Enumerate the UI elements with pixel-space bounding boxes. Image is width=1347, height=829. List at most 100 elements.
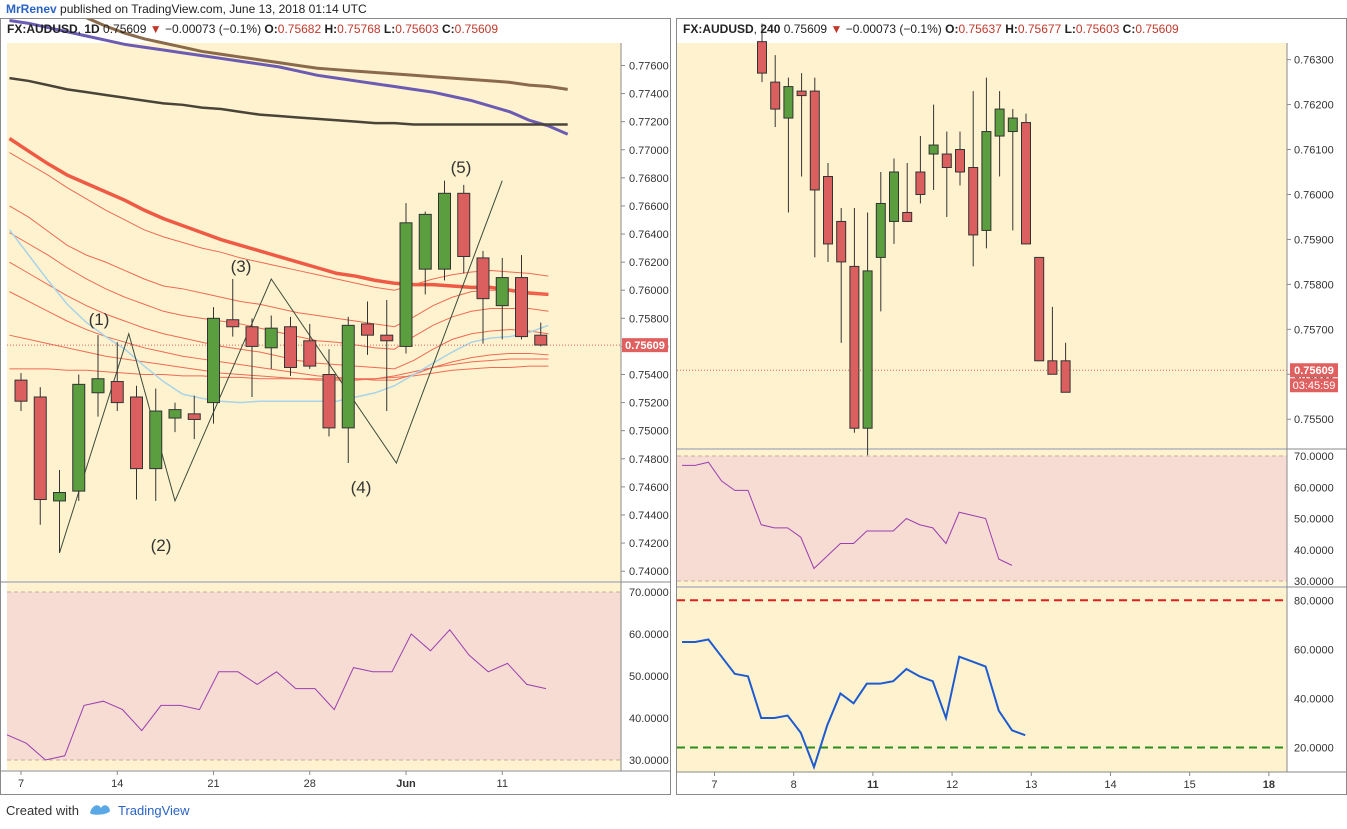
daily-candle <box>168 402 182 433</box>
h4-rsi-axis: 70.0000 60.0000 50.0000 40.0000 30.0000 <box>1294 451 1334 588</box>
h4-candle <box>902 163 913 222</box>
daily-candle-body <box>245 326 259 347</box>
daily-candle <box>226 278 240 337</box>
daily-ma-2 <box>9 76 568 126</box>
h4-time-tick-label: 13 <box>1025 779 1037 791</box>
h4-change: −0.00073 (−0.1%) <box>845 22 942 36</box>
h4-candle <box>783 77 794 213</box>
h4-candle-body <box>1007 117 1018 133</box>
h4-rsi-tick-label: 50.0000 <box>1294 514 1334 526</box>
h4-candle <box>1007 109 1018 231</box>
author-link[interactable]: MrRenev <box>6 2 57 16</box>
daily-candle <box>438 180 451 281</box>
daily-time-tick-label: 14 <box>111 778 123 790</box>
daily-ma-4 <box>9 152 549 291</box>
h4-candle <box>849 207 860 433</box>
daily-candle-body <box>476 257 490 300</box>
h4-candle <box>809 77 820 258</box>
daily-candle-body <box>226 319 240 328</box>
h4-candle-body <box>968 167 979 236</box>
wave-label-3: (3) <box>231 257 252 276</box>
daily-rsi-tick-label: 70.0000 <box>629 587 669 599</box>
publish-info: published on TradingView.com, June 13, 2… <box>60 2 367 16</box>
h4-rsi-tick-label: 60.0000 <box>1294 482 1334 494</box>
h4-last: 0.75609 <box>783 22 828 36</box>
h4-candle-body <box>1060 360 1071 393</box>
daily-chart-panel[interactable]: 0.77600 0.77400 0.77200 0.77000 0.76800 0.766… <box>0 18 671 795</box>
h4-candle-body <box>915 171 926 195</box>
h4-candle <box>1021 113 1031 245</box>
h4-time-tick-label: 7 <box>711 779 717 791</box>
h4-stoch-tick-label: 20.0000 <box>1294 742 1334 754</box>
h4-stoch-path <box>682 638 1026 771</box>
h4-candle-body <box>941 153 952 169</box>
daily-change: −0.00073 (−0.1%) <box>165 22 262 36</box>
h4-candle-body <box>902 211 913 222</box>
h4-candle-body <box>981 131 992 231</box>
h4-price-tick-label: 0.76100 <box>1294 145 1334 157</box>
daily-price-badge-text: 0.75609 <box>625 340 665 352</box>
daily-ma-6 <box>9 232 549 350</box>
daily-candle-body <box>207 317 220 404</box>
daily-ma-5 <box>9 205 549 328</box>
h4-candle <box>770 55 781 128</box>
tradingview-logo-icon[interactable] <box>88 801 112 820</box>
daily-chart-svg[interactable]: 0.77600 0.77400 0.77200 0.77000 0.76800 0.766… <box>1 19 670 794</box>
h4-candle <box>823 163 833 262</box>
daily-candle <box>187 395 201 440</box>
daily-price-axis: 0.77600 0.77400 0.77200 0.77000 0.76800 0.766… <box>621 60 669 578</box>
daily-candle <box>130 385 143 500</box>
daily-candle-body <box>303 340 317 367</box>
h4-candle <box>928 104 939 190</box>
daily-price-tick-label: 0.76400 <box>629 229 669 241</box>
daily-symbol-info: FX:AUDUSD, 1D 0.75609 ▼ −0.00073 (−0.1%)… <box>7 22 499 36</box>
daily-candle-body <box>72 383 86 492</box>
daily-price-tick-label: 0.77600 <box>629 60 669 72</box>
h4-price-pane <box>677 43 1287 448</box>
daily-price-tick-label: 0.77000 <box>629 145 669 157</box>
h4-candle-body <box>849 265 860 429</box>
h4-candle-body <box>836 220 847 263</box>
daily-candle <box>149 388 163 501</box>
daily-candle <box>245 318 259 397</box>
daily-symbol: FX:AUDUSD <box>7 22 78 36</box>
h4-price-tick-label: 0.75900 <box>1294 234 1334 246</box>
daily-candle-body <box>361 323 374 336</box>
h4-candle <box>1047 306 1058 375</box>
daily-ma-8 <box>9 291 549 381</box>
daily-candle-body <box>534 334 548 346</box>
h4-candle <box>796 73 807 177</box>
down-arrow-icon: ▼ <box>149 22 162 36</box>
daily-ma-3 <box>8 137 549 297</box>
daily-candle <box>399 203 413 354</box>
daily-candle-body <box>91 378 105 394</box>
daily-price-tick-label: 0.77200 <box>629 117 669 129</box>
daily-candle-body <box>53 492 66 502</box>
daily-time-tick-label: 28 <box>304 778 316 790</box>
h4-candle <box>981 77 992 249</box>
h4-candle-body <box>783 86 794 119</box>
daily-price-tick-label: 0.76200 <box>629 257 669 269</box>
wave-label-5: (5) <box>451 158 472 177</box>
tradingview-link[interactable]: TradingView <box>118 803 190 818</box>
daily-candle-body <box>14 379 28 402</box>
h4-candle-body <box>994 108 1005 137</box>
daily-candle <box>303 323 317 369</box>
h4-candle-body <box>1034 256 1045 362</box>
h4-time-tick-label: 15 <box>1184 779 1196 791</box>
daily-price-tick-label: 0.74400 <box>629 510 669 522</box>
h4-chart-panel[interactable]: 0.76300 0.76200 0.76100 0.76000 0.75900 0.758… <box>676 18 1347 795</box>
h4-price-badge: 0.75609 03:45:59 <box>1290 363 1338 393</box>
daily-candle-body <box>457 192 471 258</box>
daily-ma-1 <box>85 19 568 91</box>
h4-low: 0.75603 <box>1075 22 1120 36</box>
h4-chart-svg[interactable]: 0.76300 0.76200 0.76100 0.76000 0.75900 0.758… <box>677 19 1346 794</box>
h4-rsi-tick-label: 30.0000 <box>1294 576 1334 588</box>
h4-candle <box>1060 342 1071 393</box>
daily-open: 0.75682 <box>277 22 322 36</box>
daily-price-tick-label: 0.76600 <box>629 201 669 213</box>
daily-high: 0.75768 <box>337 22 381 36</box>
daily-candle <box>72 374 86 501</box>
daily-price-tick-label: 0.74200 <box>629 538 669 550</box>
daily-candle-body <box>149 410 163 470</box>
